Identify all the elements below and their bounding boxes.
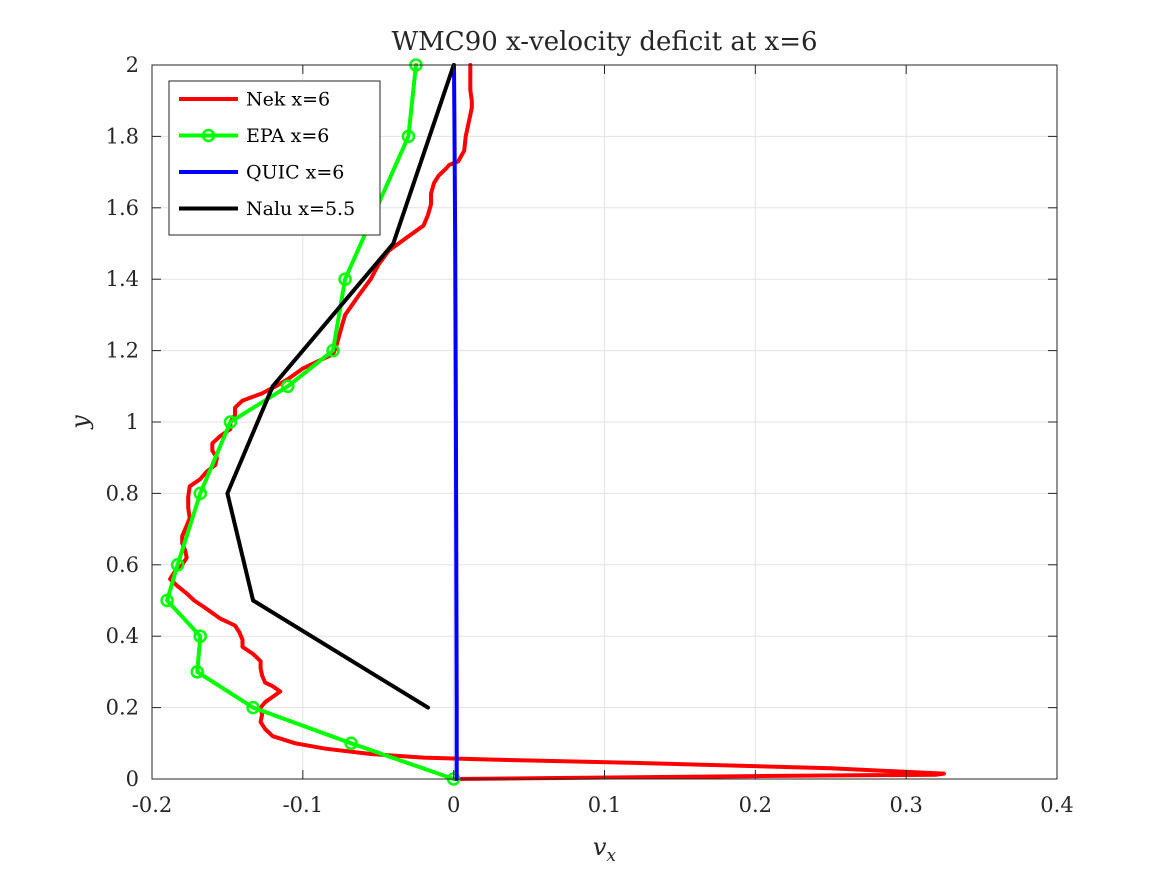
legend-item-epa-x-6: EPA x=6: [179, 125, 329, 147]
x-axis-label-subscript: x: [606, 846, 616, 866]
ticks: [151, 64, 1058, 780]
legend-item-nalu-x-5-5: Nalu x=5.5: [179, 198, 355, 220]
series-nek-x-6: [168, 63, 946, 781]
legend-label: EPA x=6: [246, 125, 329, 147]
y-tick-label: 0.4: [106, 624, 139, 648]
chart-title: WMC90 x-velocity deficit at x=6: [391, 27, 817, 57]
data-point-epa-x-6: [338, 272, 352, 286]
x-tick-label: 0.3: [889, 793, 922, 817]
data-point-epa-x-6: [193, 629, 208, 643]
x-tick-label: 0: [447, 793, 460, 817]
series-line-nalu-x-5-5: [225, 63, 456, 710]
legend-label: Nalu x=5.5: [246, 198, 355, 220]
data-point-epa-x-6: [170, 558, 185, 572]
data-point-epa-x-6: [160, 593, 174, 608]
series-line-epa-x-6: [165, 63, 456, 781]
series-quic-x-6: [452, 63, 459, 781]
data-point-epa-x-6: [223, 415, 238, 429]
legend: Nek x=6 EPA x=6 QUIC x=6 Nalu x=5.5: [168, 80, 381, 236]
series-nalu-x-5-5: [225, 63, 456, 710]
y-tick-label: 1.2: [106, 339, 139, 363]
x-tick-label: -0.2: [132, 793, 173, 817]
data-point-epa-x-6: [401, 129, 416, 144]
x-axis-label: vx: [593, 833, 617, 866]
data-point-epa-x-6: [344, 736, 358, 751]
y-tick-label: 0: [126, 767, 139, 791]
tick-labels: -0.2 -0.1 0 0.1 0.2 0.3 0.4 0 0.2 0.4 0.6 0.8 1 1.2 1.…: [106, 53, 1074, 817]
x-tick-label: 0.2: [739, 793, 772, 817]
y-tick-label: 0.8: [106, 481, 139, 505]
legend-marker: [201, 128, 216, 143]
series-epa-x-6: [160, 58, 461, 786]
y-tick-label: 1.6: [106, 196, 139, 220]
legend-item-quic-x-6: QUIC x=6: [179, 162, 344, 184]
y-tick-label: 1.4: [106, 267, 139, 291]
legend-label: Nek x=6: [246, 89, 330, 111]
data-point-epa-x-6: [190, 665, 204, 679]
series-line-quic-x-6: [452, 63, 459, 781]
y-tick-label: 1: [126, 410, 139, 434]
data-point-epa-x-6: [246, 700, 260, 715]
x-tick-label: -0.1: [283, 793, 324, 817]
series-line-nek-x-6: [168, 63, 946, 781]
x-tick-label: 0.4: [1040, 793, 1073, 817]
legend-item-nek-x-6: Nek x=6: [179, 89, 330, 111]
x-tick-label: 0.1: [588, 793, 621, 817]
series-layer: [160, 58, 946, 786]
y-tick-label: 2: [126, 53, 139, 77]
y-axis-label: y: [66, 415, 94, 430]
y-tick-label: 1.8: [106, 124, 139, 148]
x-axis-label-main: v: [593, 833, 607, 861]
data-point-epa-x-6: [326, 343, 340, 358]
data-point-epa-x-6: [193, 486, 208, 501]
data-point-epa-x-6: [281, 379, 295, 394]
y-tick-label: 0.6: [106, 553, 139, 577]
y-tick-label: 0.2: [106, 696, 139, 720]
legend-label: QUIC x=6: [246, 162, 344, 184]
